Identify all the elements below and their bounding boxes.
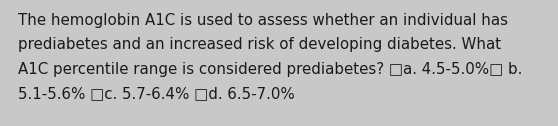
Text: The hemoglobin A1C is used to assess whether an individual has: The hemoglobin A1C is used to assess whe… (18, 13, 508, 28)
Text: prediabetes and an increased risk of developing diabetes. What: prediabetes and an increased risk of dev… (18, 38, 501, 53)
Text: 5.1-5.6% □c. 5.7-6.4% □d. 6.5-7.0%: 5.1-5.6% □c. 5.7-6.4% □d. 6.5-7.0% (18, 87, 295, 102)
Text: A1C percentile range is considered prediabetes? □a. 4.5-5.0%□ b.: A1C percentile range is considered predi… (18, 62, 522, 77)
